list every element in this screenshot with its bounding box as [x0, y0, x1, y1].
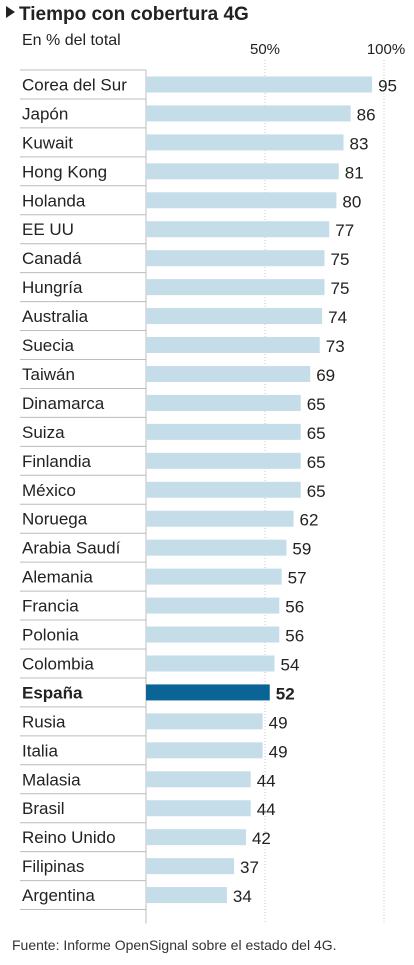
category-label: EE UU	[22, 220, 74, 239]
value-label: 65	[307, 453, 326, 472]
category-label: Argentina	[22, 886, 95, 905]
value-label: 75	[331, 250, 350, 269]
category-label: México	[22, 481, 76, 500]
category-label: Suiza	[22, 423, 65, 442]
category-label: España	[22, 683, 83, 702]
bar	[146, 76, 373, 93]
category-label: Taiwán	[22, 365, 75, 384]
bar	[146, 887, 227, 904]
value-label: 75	[331, 279, 350, 298]
bar	[146, 250, 325, 267]
value-label: 86	[357, 105, 376, 124]
bar	[146, 308, 323, 325]
bar	[146, 279, 325, 296]
chart-title-text: Tiempo con cobertura 4G	[19, 4, 249, 25]
category-label: Kuwait	[22, 133, 73, 152]
bar	[146, 829, 246, 846]
category-label: Reino Unido	[22, 828, 116, 847]
value-label: 65	[307, 482, 326, 501]
bar	[146, 510, 294, 527]
chart-title: Tiempo con cobertura 4G	[6, 4, 249, 26]
value-label: 65	[307, 424, 326, 443]
category-label: Hungría	[22, 278, 83, 297]
bar	[146, 452, 301, 469]
bar	[146, 337, 320, 354]
category-label: Brasil	[22, 799, 65, 818]
category-label: Holanda	[22, 191, 86, 210]
category-label: Japón	[22, 104, 68, 123]
value-label: 44	[257, 771, 276, 790]
value-label: 65	[307, 395, 326, 414]
bar	[146, 394, 301, 411]
value-label: 49	[269, 742, 288, 761]
category-label: Suecia	[22, 336, 75, 355]
bar	[146, 742, 263, 759]
bar	[146, 597, 280, 614]
bar	[146, 163, 339, 180]
value-label: 95	[378, 76, 397, 95]
source-note: Fuente: Informe OpenSignal sobre el esta…	[12, 937, 337, 953]
value-label: 44	[257, 800, 276, 819]
category-label: Finlandia	[22, 452, 92, 471]
value-label: 81	[345, 163, 364, 182]
value-label: 77	[335, 221, 354, 240]
bar	[146, 221, 330, 238]
category-label: Italia	[22, 741, 58, 760]
bar	[146, 365, 311, 382]
value-label: 69	[316, 366, 335, 385]
chart-subtitle: En % del total	[22, 32, 121, 49]
value-label: 42	[252, 829, 271, 848]
value-label: 54	[281, 655, 300, 674]
bar	[146, 626, 280, 643]
category-label: Colombia	[22, 654, 94, 673]
tick-label-100: 100%	[367, 41, 405, 58]
value-label: 59	[292, 540, 311, 559]
value-label: 80	[342, 192, 361, 211]
bar	[146, 568, 282, 585]
value-label: 74	[328, 308, 347, 327]
category-label: Francia	[22, 597, 79, 616]
value-label: 57	[288, 569, 307, 588]
category-label: Alemania	[22, 568, 93, 587]
category-label: Canadá	[22, 249, 82, 268]
category-label: Arabia Saudí	[22, 539, 121, 558]
category-label: Polonia	[22, 626, 79, 645]
value-label: 52	[276, 684, 295, 703]
category-label: Noruega	[22, 510, 88, 529]
category-label: Corea del Sur	[22, 75, 127, 94]
bar	[146, 713, 263, 730]
triangle-bullet-icon	[6, 6, 15, 18]
category-label: Filipinas	[22, 857, 84, 876]
value-label: 49	[269, 713, 288, 732]
value-label: 34	[233, 887, 252, 906]
bar	[146, 858, 235, 875]
bar	[146, 105, 351, 122]
value-label: 73	[326, 337, 345, 356]
category-label: Malasia	[22, 770, 81, 789]
value-label: 56	[285, 627, 304, 646]
bar	[146, 481, 301, 498]
category-label: Australia	[22, 307, 89, 326]
bar	[146, 423, 301, 440]
tick-label-50: 50%	[250, 41, 280, 58]
value-label: 37	[240, 858, 259, 877]
bar	[146, 684, 270, 701]
bar	[146, 655, 275, 672]
bar	[146, 134, 344, 151]
bar	[146, 800, 251, 817]
bar	[146, 771, 251, 788]
value-label: 56	[285, 598, 304, 617]
value-label: 83	[350, 134, 369, 153]
bar	[146, 192, 337, 209]
category-label: Dinamarca	[22, 394, 105, 413]
bar-chart: 50% 100% Corea del Sur 95 Japón 86 Kuwait 83 Hon…	[20, 41, 405, 924]
category-label: Rusia	[22, 712, 66, 731]
bar	[146, 539, 287, 556]
category-label: Hong Kong	[22, 162, 107, 181]
value-label: 62	[300, 511, 319, 530]
